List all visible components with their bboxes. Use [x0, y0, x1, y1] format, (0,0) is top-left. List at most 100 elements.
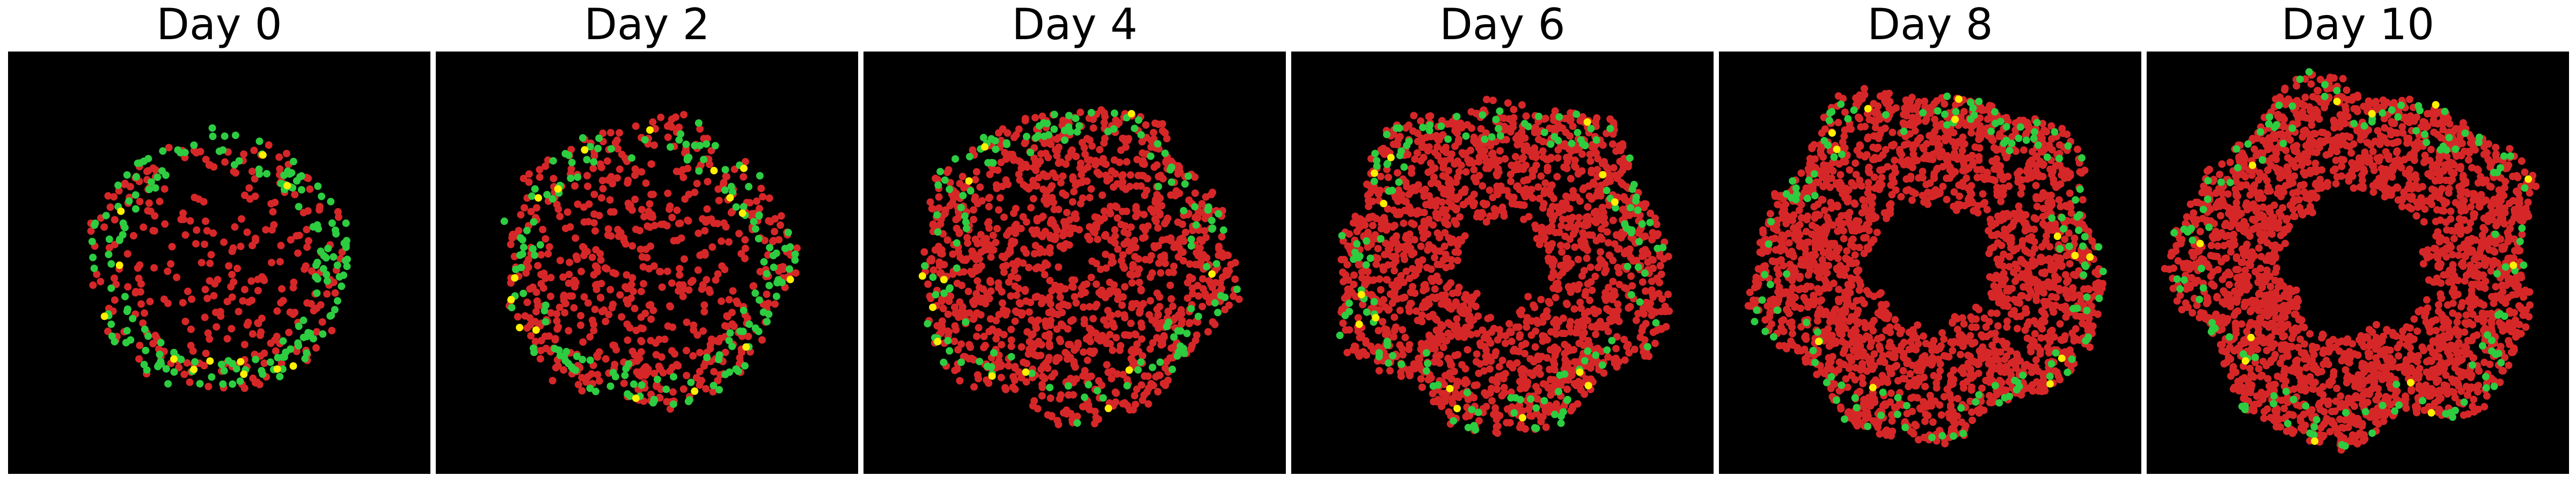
scatter-point-red: [1539, 147, 1547, 155]
scatter-point-red: [294, 249, 302, 257]
scatter-point-yellow: [507, 296, 515, 304]
scatter-point-red: [305, 237, 312, 245]
scatter-point-red: [578, 374, 586, 382]
scatter-point-red: [1548, 274, 1555, 281]
scatter-point-red: [681, 195, 689, 203]
scatter-point-red: [247, 277, 255, 285]
scatter-point-green: [1167, 178, 1175, 186]
scatter-point-red: [1050, 206, 1058, 214]
scatter-point-red: [206, 335, 214, 343]
scatter-point-red: [1103, 361, 1111, 369]
scatter-point-red: [725, 238, 733, 246]
scatter-point-red: [958, 172, 967, 180]
scatter-point-red: [1056, 293, 1064, 301]
scatter-point-red: [1086, 194, 1094, 202]
scatter-point-red: [1498, 356, 1506, 364]
scatter-point-red: [186, 217, 194, 225]
scatter-point-green: [1168, 163, 1175, 171]
scatter-point-red: [1421, 219, 1428, 227]
scatter-point-red: [591, 305, 599, 313]
scatter-point-red: [1118, 135, 1126, 142]
scatter-point-red: [1531, 126, 1539, 134]
scatter-point-red: [1044, 411, 1052, 419]
scatter-point-green: [715, 386, 723, 394]
scatter-point-red: [1582, 214, 1590, 221]
scatter-point-red: [1583, 245, 1591, 253]
scatter-point-green: [1627, 229, 1635, 237]
scatter-point-red: [1063, 209, 1071, 217]
scatter-point-red: [1031, 293, 1040, 301]
scatter-point-red: [635, 371, 643, 379]
scatter-point-red: [1117, 221, 1125, 229]
scatter-point-red: [532, 288, 540, 296]
scatter-point-red: [938, 297, 946, 305]
scatter-point-red: [994, 284, 1002, 291]
scatter-point-red: [930, 266, 938, 274]
scatter-point-red: [278, 285, 286, 293]
scatter-point-red: [725, 296, 733, 304]
scatter-point-red: [647, 160, 655, 168]
scatter-svg: [500, 111, 801, 413]
scatter-point-red: [616, 129, 624, 137]
scatter-point-red: [1614, 300, 1622, 308]
scatter-point-red: [647, 242, 654, 250]
scatter-point-red: [1566, 235, 1574, 243]
scatter-point-red: [1490, 212, 1498, 220]
scatter-point-red: [1024, 350, 1033, 358]
scatter-point-red: [696, 381, 704, 389]
scatter-point-red: [1483, 96, 1491, 104]
scatter-point-green: [289, 158, 297, 165]
scatter-point-yellow: [240, 370, 248, 378]
scatter-point-red: [1454, 157, 1461, 165]
scatter-point-green: [760, 258, 768, 266]
scatter-point-red: [770, 237, 778, 245]
scatter-point-red: [1518, 306, 1526, 314]
scatter-point-red: [1447, 332, 1455, 340]
scatter-point-red: [1158, 202, 1166, 210]
scatter-point-red: [1438, 291, 1446, 299]
scatter-point-red: [1459, 201, 1467, 209]
scatter-point-green: [157, 339, 165, 347]
scatter-point-red: [225, 262, 233, 270]
scatter-point-red: [233, 265, 241, 273]
scatter-point-red: [750, 282, 758, 290]
scatter-point-red: [1374, 190, 1382, 198]
scatter-point-red: [1084, 163, 1092, 171]
panel-title: Day 4: [1012, 0, 1138, 49]
scatter-point-red: [1367, 291, 1375, 298]
scatter-point-red: [567, 145, 575, 153]
scatter-point-red: [929, 221, 937, 229]
scatter-point-red: [1591, 273, 1599, 280]
scatter-point-red: [637, 348, 645, 356]
scatter-point-red: [620, 234, 628, 242]
scatter-point-red: [1586, 296, 1594, 304]
scatter-point-red: [1602, 321, 1610, 330]
scatter-point-red: [560, 296, 568, 304]
scatter-point-red: [1342, 326, 1350, 334]
scatter-point-red: [230, 278, 238, 286]
scatter-point-red: [1135, 265, 1143, 273]
scatter-point-red: [1051, 369, 1058, 377]
scatter-point-red: [1128, 271, 1136, 279]
scatter-point-red: [1574, 400, 1582, 408]
scatter-point-red: [1550, 361, 1558, 368]
scatter-point-red: [969, 146, 977, 154]
scatter-point-red: [151, 166, 159, 174]
scatter-point-red: [741, 254, 749, 262]
scatter-point-red: [595, 377, 603, 385]
scatter-point-red: [312, 344, 320, 352]
scatter-point-red: [1414, 207, 1422, 215]
scatter-point-red: [1108, 253, 1116, 261]
scatter-point-green: [1131, 125, 1139, 133]
scatter-point-red: [568, 292, 576, 300]
scatter-point-red: [1427, 133, 1435, 141]
scatter-point-red: [1126, 240, 1134, 248]
scatter-point-red: [1587, 278, 1595, 286]
scatter-point-red: [1235, 295, 1243, 303]
scatter-point-red: [675, 281, 683, 289]
scatter-point-red: [1836, 171, 1845, 179]
scatter-point-red: [1011, 267, 1019, 275]
scatter-point-red: [1834, 227, 1842, 235]
scatter-point-red: [1083, 135, 1091, 143]
scatter-point-red: [290, 279, 298, 286]
